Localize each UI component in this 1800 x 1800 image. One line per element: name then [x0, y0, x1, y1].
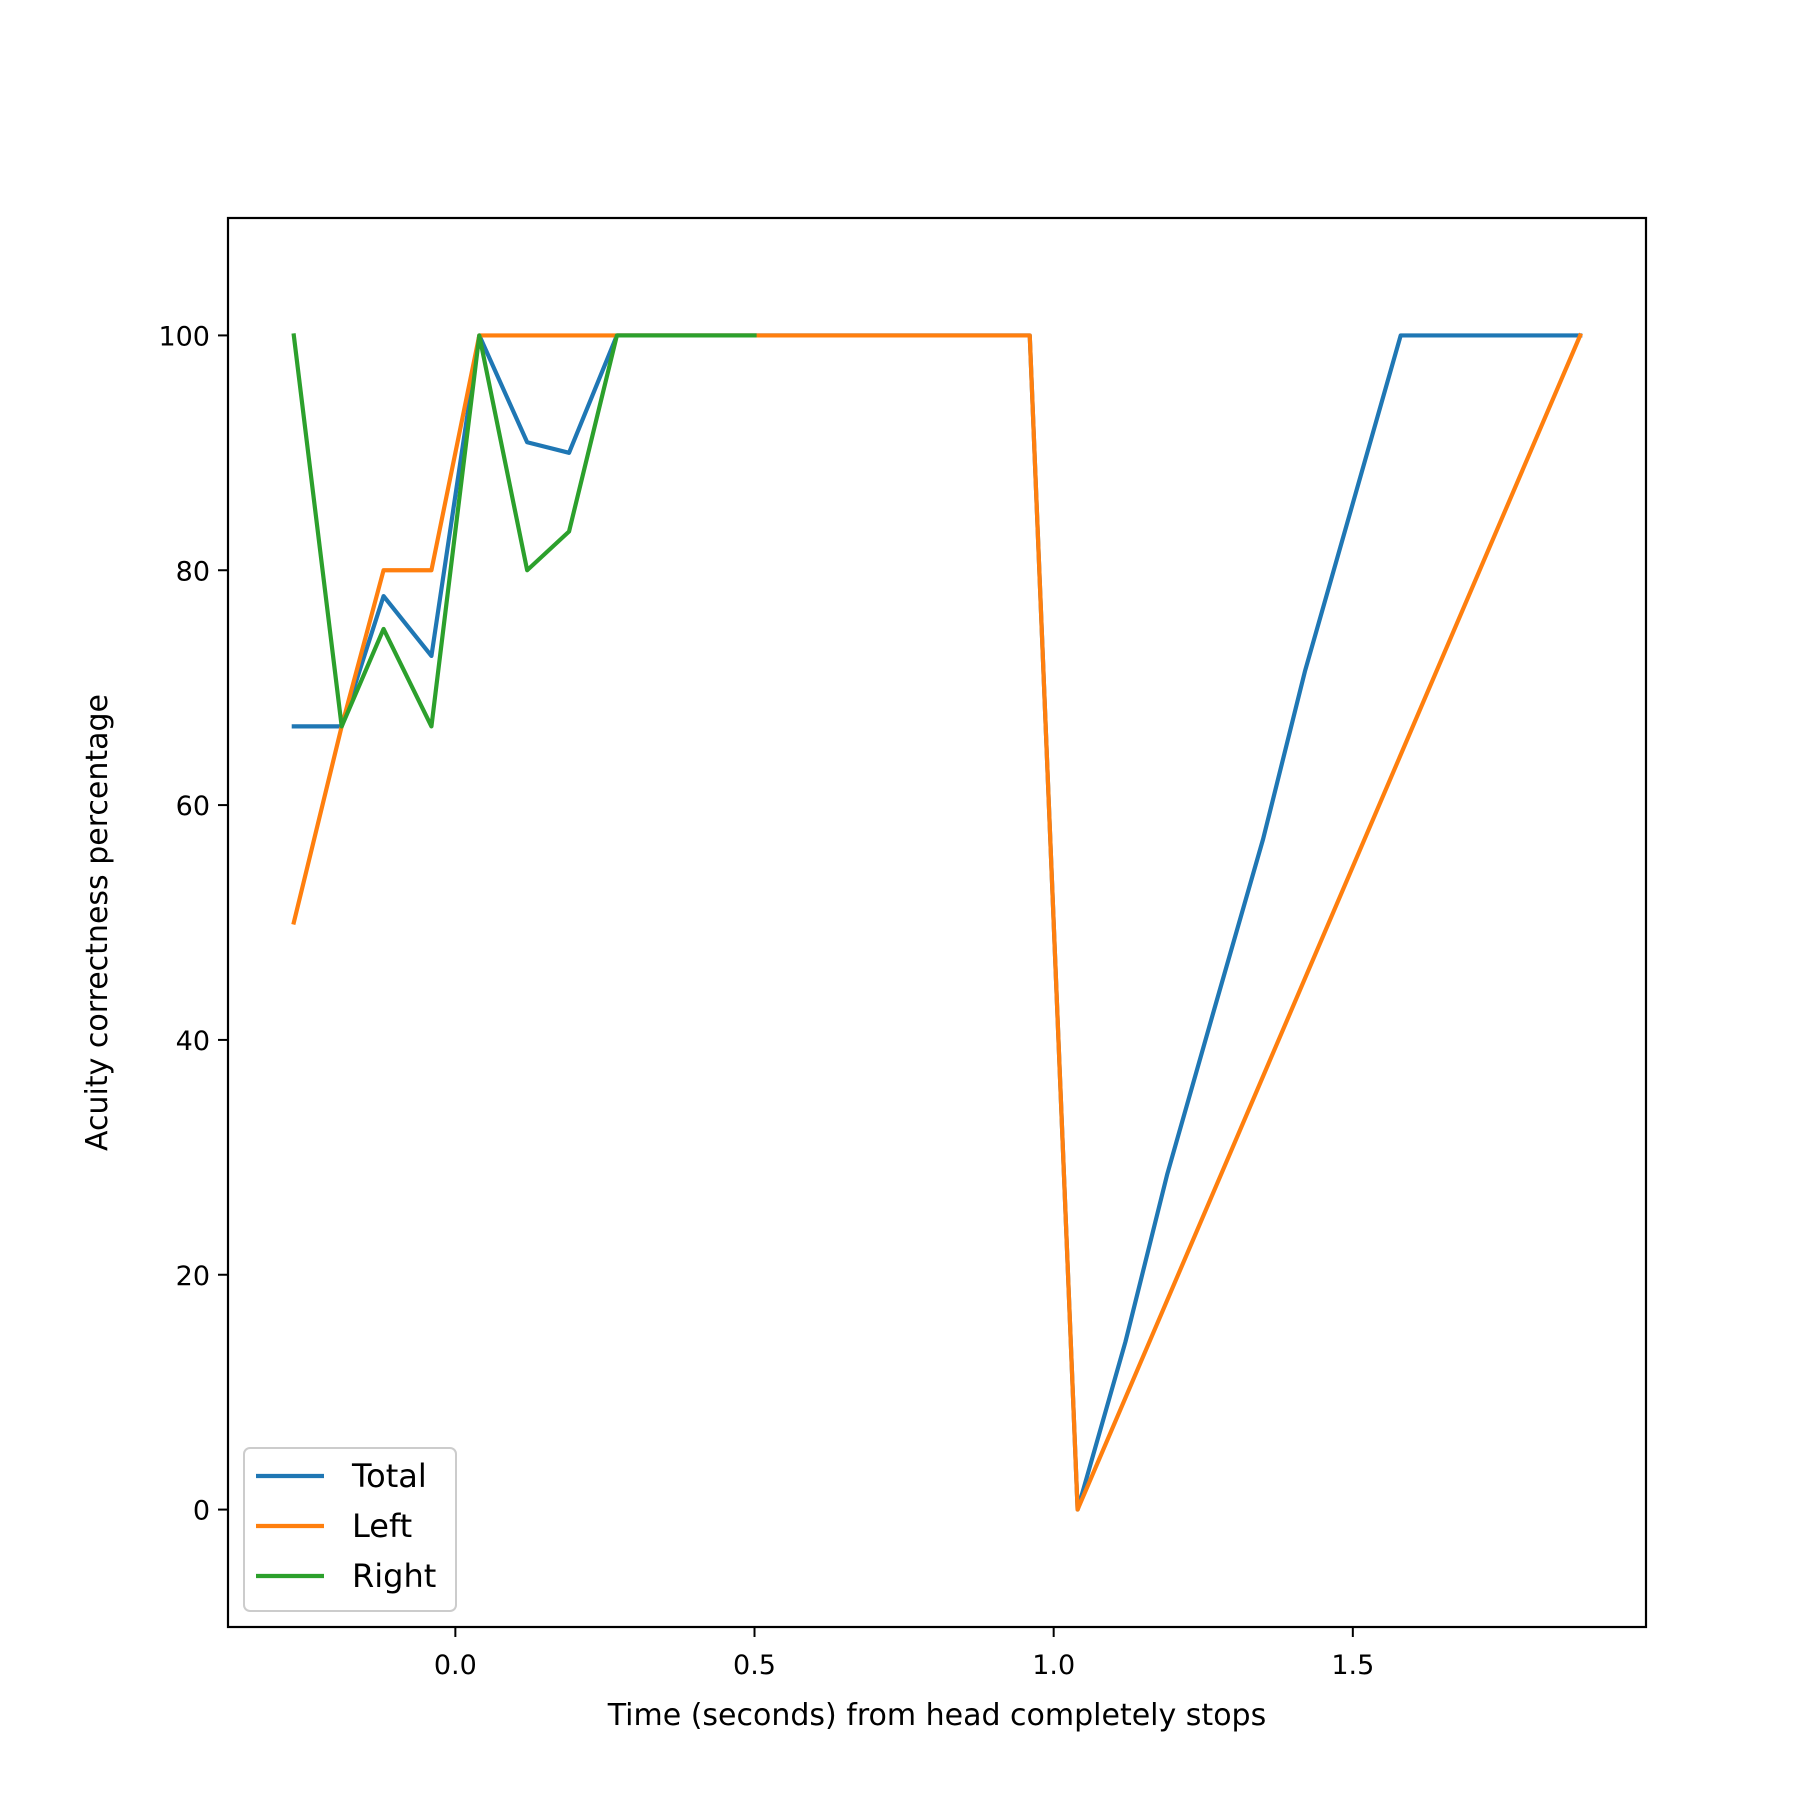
- y-tick-label: 100: [158, 321, 210, 352]
- y-tick-label: 20: [176, 1261, 210, 1292]
- plot-frame: [226, 216, 1648, 1629]
- y-tick-label: 0: [193, 1496, 210, 1527]
- series-line-right: [291, 333, 757, 729]
- y-axis-label: Acuity correctness percentage: [80, 694, 115, 1151]
- y-tick-label: 80: [176, 556, 210, 587]
- x-tick-label: 1.0: [1032, 1650, 1075, 1681]
- legend-label-right: Right: [352, 1557, 436, 1595]
- x-axis-label: Time (seconds) from head completely stop…: [607, 1698, 1266, 1733]
- legend-label-total: Total: [351, 1457, 427, 1495]
- series-layer: [291, 332, 1583, 1512]
- legend: Total Left Right: [243, 1447, 457, 1612]
- y-tick-label: 60: [176, 791, 210, 822]
- legend-label-left: Left: [352, 1507, 412, 1545]
- x-tick-label: 1.5: [1331, 1650, 1374, 1681]
- legend-box: [243, 1447, 457, 1612]
- x-tick-label: 0.0: [434, 1650, 477, 1681]
- x-tick-label: 0.5: [733, 1650, 776, 1681]
- y-tick-label: 40: [176, 1026, 210, 1057]
- y-axis: 0 20 40 60 80 100: [158, 321, 228, 1527]
- x-axis: 0.0 0.5 1.0 1.5: [434, 1627, 1374, 1681]
